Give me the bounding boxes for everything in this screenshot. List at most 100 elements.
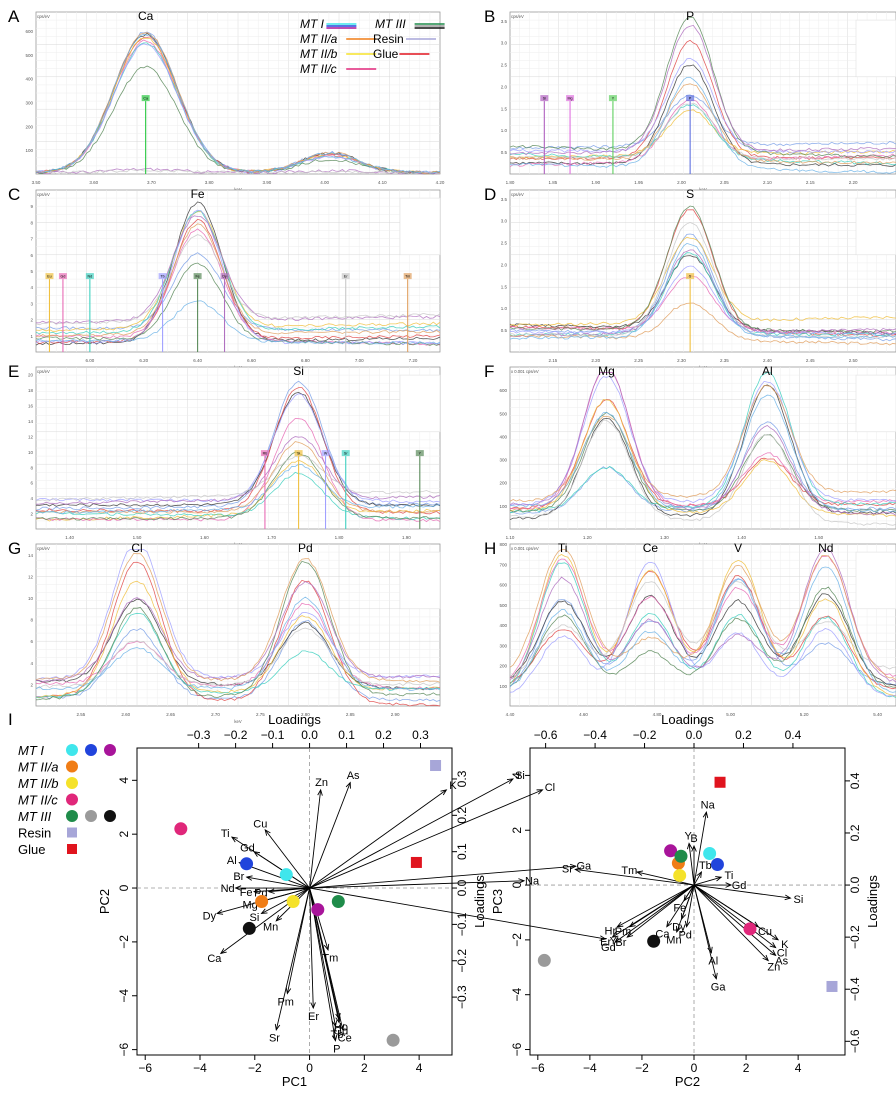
element-marker-tag	[686, 273, 695, 280]
loading-label: Pm	[277, 996, 294, 1008]
top-tick-label: 0.4	[785, 728, 802, 742]
spectrum-line	[35, 580, 441, 698]
loading-label: Br	[233, 871, 244, 883]
x-tick-label: −4	[193, 1061, 207, 1075]
y-tick-label: 600	[499, 583, 507, 588]
y-tick-label: 800	[499, 542, 507, 547]
top-axis-label: Loadings	[268, 712, 321, 727]
y-tick-label: 500	[25, 53, 33, 58]
loading-arrowhead	[574, 867, 582, 873]
y-tick-label: 8	[30, 618, 33, 623]
score-square	[714, 776, 726, 788]
y-tick-label: 2	[30, 512, 33, 517]
loading-arrow	[693, 876, 722, 886]
spectrum-line	[35, 619, 441, 702]
loading-label: As	[775, 956, 788, 968]
x-axis-label: PC1	[282, 1074, 307, 1089]
spectrum-line	[509, 384, 896, 502]
x-tick-label: 6.40	[193, 358, 202, 363]
score-point	[255, 895, 269, 908]
x-axis-unit: keV	[234, 187, 241, 192]
right-tick-label: −0.2	[848, 925, 862, 949]
x-tick-label: 4.20	[436, 180, 445, 185]
y-tick-label: 3.5	[501, 197, 508, 202]
element-marker-label: Y	[419, 452, 422, 456]
top-tick-label: 0.0	[686, 728, 703, 742]
pca-legend-label: MT II/c	[18, 793, 58, 808]
right-tick-label: −0.3	[455, 985, 469, 1009]
loading-arrowhead	[323, 943, 330, 951]
spectrum-panel-d: 2.15 2.20 2.25 2.30 2.35 2.40 2.45 2.50 0.5 1.0 1.…	[501, 187, 896, 370]
loading-label: Zn	[767, 961, 780, 973]
x-tick-label: −2	[248, 1061, 262, 1075]
spectrum-line	[509, 76, 896, 174]
y-tick-label: 2.0	[501, 262, 508, 267]
loading-arrowhead	[666, 920, 673, 928]
loading-arrowhead	[285, 987, 292, 995]
panel-letter-g: G	[8, 539, 21, 558]
loading-arrowhead	[536, 789, 544, 795]
spectrum-panel-e: 1.40 1.50 1.60 1.70 1.80 1.90 2 4 6 8 10 12 14 16 18 20…	[28, 364, 441, 547]
inset-box	[399, 374, 441, 433]
spectrum-panel-f: 1.10 1.20 1.30 1.40 1.50 100 200 300 400 500 600 x …	[499, 364, 896, 547]
x-tick-label: 2	[361, 1061, 368, 1075]
y-tick-label: 4	[510, 772, 524, 779]
element-marker-tag	[321, 450, 330, 457]
pca-legend-square	[67, 827, 77, 838]
pca-legend-label: MT II/b	[18, 776, 58, 791]
right-tick-label: 0.2	[848, 824, 862, 841]
loading-arrow	[676, 884, 695, 933]
y-tick-label: 14	[28, 553, 34, 558]
y-tick-label: 1.0	[501, 306, 508, 311]
x-tick-label: 2.30	[677, 358, 686, 363]
y-tick-label: 1.5	[501, 106, 508, 111]
element-marker-label: Tb	[160, 275, 164, 279]
pca-legend-dot	[66, 744, 78, 756]
loading-arrowhead	[264, 828, 271, 836]
loading-arrow	[309, 789, 543, 889]
loading-arrowhead	[626, 931, 634, 938]
y-tick-label: 0.5	[501, 328, 508, 333]
element-marker-tag	[608, 95, 617, 102]
y-tick-label: 3.0	[501, 219, 508, 224]
panel-letter-a: A	[8, 7, 20, 26]
x-tick-label: 2	[743, 1061, 750, 1075]
pca-legend-dot	[104, 810, 116, 822]
loading-arrowhead	[712, 972, 718, 980]
panel-letter-d: D	[484, 185, 496, 204]
top-tick-label: −0.4	[583, 728, 607, 742]
element-marker-tag	[403, 273, 412, 280]
element-marker-tag	[85, 273, 94, 280]
panel-letter-c: C	[8, 185, 20, 204]
spectrum-line	[35, 234, 441, 326]
loading-label: Cl	[777, 947, 787, 959]
loading-label: Na	[525, 875, 540, 887]
loading-arrowhead	[702, 811, 709, 819]
loading-arrowhead	[569, 863, 577, 870]
loading-arrow	[309, 778, 514, 889]
y-axis-unit: cps/eV	[511, 192, 524, 197]
loading-arrowhead	[696, 871, 702, 879]
x-tick-label: 2.55	[77, 712, 86, 717]
spectrum-line	[35, 32, 441, 175]
spectrum-line	[509, 302, 896, 346]
x-tick-label: 0	[306, 1061, 313, 1075]
spectrum-line	[509, 411, 896, 513]
y-tick-label: −6	[510, 1042, 524, 1056]
x-tick-label: 1.50	[814, 535, 823, 540]
spectrum-line	[509, 384, 896, 521]
loading-arrowhead	[252, 888, 260, 895]
score-point	[703, 847, 717, 861]
right-axis-label: Loadings	[472, 875, 487, 928]
loading-label: Pd	[678, 930, 691, 942]
loading-arrow	[693, 884, 779, 941]
loading-arrowhead	[616, 921, 624, 928]
x-tick-label: 2.80	[301, 712, 310, 717]
loading-label: B	[690, 833, 697, 845]
y-tick-label: 400	[25, 77, 33, 82]
y-tick-label: 4	[30, 285, 33, 290]
element-marker-tag	[158, 273, 167, 280]
loading-label: Al	[227, 855, 237, 867]
x-tick-label: 4.40	[506, 712, 515, 717]
